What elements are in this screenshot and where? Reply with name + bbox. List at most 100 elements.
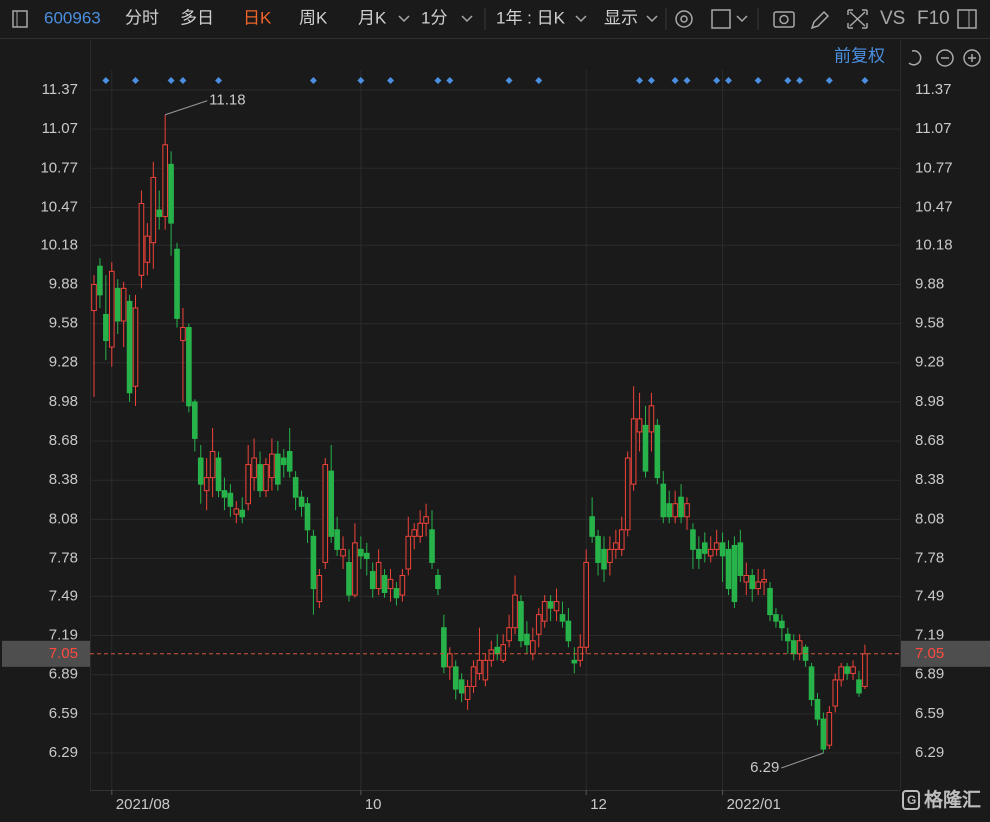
candle-body	[595, 535, 601, 563]
event-marker	[784, 77, 792, 84]
zoom-in[interactable]	[963, 49, 981, 67]
candle-body	[334, 529, 340, 550]
y-tick-label-left: 8.68	[49, 432, 78, 449]
y-tick-label-left: 7.78	[49, 549, 78, 566]
candle-body	[541, 601, 548, 622]
candle-body	[589, 516, 595, 537]
y-tick-label-right: 11.37	[915, 81, 951, 98]
candle-body	[571, 659, 578, 664]
candle-body	[435, 574, 441, 590]
reset-icon[interactable]	[908, 50, 922, 66]
candle-body	[743, 574, 750, 583]
event-marker	[725, 77, 733, 84]
camera-lens	[779, 14, 789, 25]
candle-body	[174, 248, 180, 319]
max-label: 11.18	[209, 92, 245, 109]
candle-body	[624, 457, 631, 531]
candle-body	[607, 548, 613, 563]
y-tick-label-left: 9.28	[49, 354, 78, 371]
candle-body	[275, 453, 281, 485]
stock-code[interactable]: 600963	[44, 8, 101, 27]
candle-body	[215, 457, 222, 492]
candle-body	[838, 666, 844, 681]
event-marker	[167, 77, 175, 84]
x-tick-label: 2021/08	[116, 796, 170, 813]
tab[interactable]: 多日	[180, 8, 214, 27]
candle-body	[506, 627, 512, 642]
vs-button[interactable]: VS	[880, 8, 905, 29]
watermark-logo-g: G	[907, 793, 916, 807]
candle-body	[832, 679, 839, 707]
panel-icon[interactable]	[957, 9, 977, 29]
candle-body	[233, 508, 240, 515]
zoom-out[interactable]	[936, 49, 954, 67]
event-marker	[647, 77, 655, 84]
tab[interactable]: 1分	[421, 8, 447, 27]
candle-body	[500, 644, 506, 661]
adjust-mode[interactable]: 前复权	[834, 46, 885, 65]
candle-body	[654, 424, 661, 479]
candle-body	[488, 649, 495, 661]
candle-body	[856, 679, 862, 694]
candle-body	[749, 574, 756, 590]
y-tick-label-left: 10.18	[40, 236, 78, 253]
event-marker	[434, 77, 442, 84]
candle-body	[808, 666, 815, 700]
candle-body	[814, 698, 821, 720]
candle-body	[678, 496, 684, 518]
settings-icon-core	[680, 15, 688, 23]
candle-body	[535, 614, 542, 635]
candle-body	[690, 529, 696, 550]
y-tick-label-left: 6.59	[49, 705, 78, 722]
sidebar-toggle[interactable]	[12, 10, 28, 28]
fullscreen-icon[interactable]	[847, 9, 868, 29]
y-tick-label-right: 8.38	[915, 471, 944, 488]
layout-icon[interactable]	[711, 9, 731, 29]
candle-body	[358, 548, 364, 557]
candle-body	[192, 401, 198, 439]
y-tick-label-right: 8.08	[915, 510, 944, 527]
last-price-box-right	[901, 640, 990, 667]
candle-body	[470, 666, 477, 687]
x-tick-label: 10	[365, 796, 382, 813]
candle-body	[796, 640, 803, 655]
tab-active[interactable]: 日K	[243, 8, 272, 27]
candle-body	[826, 712, 833, 746]
pen-icon[interactable]	[810, 10, 830, 30]
candle-body	[553, 601, 560, 612]
event-marker	[357, 77, 365, 84]
candle-body	[417, 522, 423, 537]
range-select[interactable]: 1年 : 日K	[496, 8, 566, 27]
candle-body	[310, 535, 317, 590]
candle-body	[642, 424, 649, 472]
watermark: 格隆汇	[924, 788, 981, 811]
y-tick-label-right: 10.47	[915, 198, 953, 215]
candle-body	[108, 270, 115, 348]
candle-body	[316, 574, 323, 603]
candle-body	[844, 666, 850, 674]
settings-icon[interactable]	[675, 10, 693, 28]
candle-body	[239, 509, 246, 518]
y-tick-label-left: 11.07	[42, 120, 78, 137]
event-marker	[671, 77, 679, 84]
candle-body	[850, 666, 856, 674]
event-marker	[102, 77, 110, 84]
candle-body	[719, 542, 726, 557]
display-select[interactable]: 显示	[604, 8, 638, 27]
f10-button[interactable]: F10	[917, 8, 950, 29]
candle-body	[298, 496, 305, 507]
tab[interactable]: 分时	[125, 8, 159, 27]
y-tick-label-right: 8.68	[915, 432, 944, 449]
candle-body	[583, 561, 589, 648]
y-tick-label-left: 6.29	[49, 744, 78, 761]
tab[interactable]: 月K	[358, 8, 387, 27]
min-label: 6.29	[750, 759, 779, 776]
tab[interactable]: 周K	[299, 8, 328, 27]
candle-body	[452, 666, 459, 690]
y-tick-label-left: 10.77	[40, 159, 78, 176]
candle-body	[761, 578, 767, 583]
candle-body	[280, 457, 287, 466]
camera-icon[interactable]	[773, 11, 795, 28]
event-marker	[713, 77, 721, 84]
